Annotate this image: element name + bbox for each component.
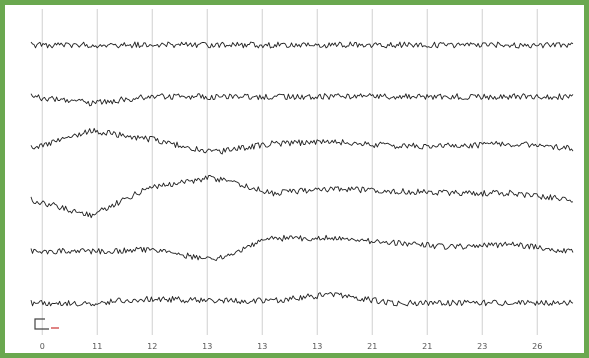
x-tick-label-2: 12 [147,342,157,351]
eeg-trace-5 [30,234,574,262]
calibration-scale-bar [34,318,49,330]
eeg-trace-4 [30,175,574,219]
eeg-trace-1 [30,41,574,49]
eeg-chart: 0 11 12 13 13 13 21 21 23 26 [30,9,574,351]
x-tick-label-5: 13 [312,342,322,351]
x-tick-label-3: 13 [202,342,212,351]
eeg-trace-2 [30,93,574,107]
x-tick-label-8: 23 [477,342,487,351]
x-tick-label-6: 21 [367,342,377,351]
x-tick-label-4: 13 [257,342,267,351]
x-tick-label-1: 11 [92,342,102,351]
eeg-trace-3 [30,127,574,155]
x-tick-label-0: 0 [40,342,45,351]
x-tick-label-9: 26 [532,342,542,351]
x-tick-label-7: 21 [422,342,432,351]
eeg-trace-6 [30,292,574,307]
